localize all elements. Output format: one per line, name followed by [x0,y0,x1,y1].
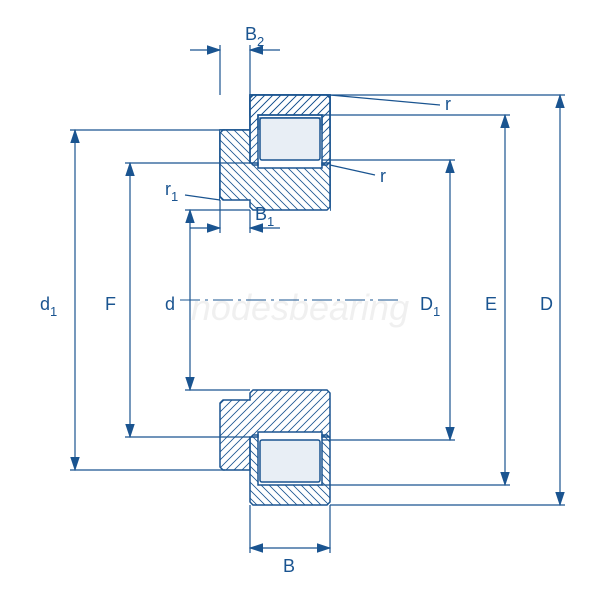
label-F: F [105,294,116,314]
watermark: nodesbearing [191,287,409,328]
label-d: d [165,294,175,314]
label-r1: r1 [165,179,178,204]
label-D: D [540,294,553,314]
label-d1: d1 [40,294,57,319]
label-r-top: r [445,94,451,114]
label-E: E [485,294,497,314]
label-D1: D1 [420,294,440,319]
label-r-mid: r [380,166,386,186]
label-B: B [283,556,295,576]
label-B2: B2 [245,24,264,49]
bearing-diagram: nodesbearing [0,0,600,600]
